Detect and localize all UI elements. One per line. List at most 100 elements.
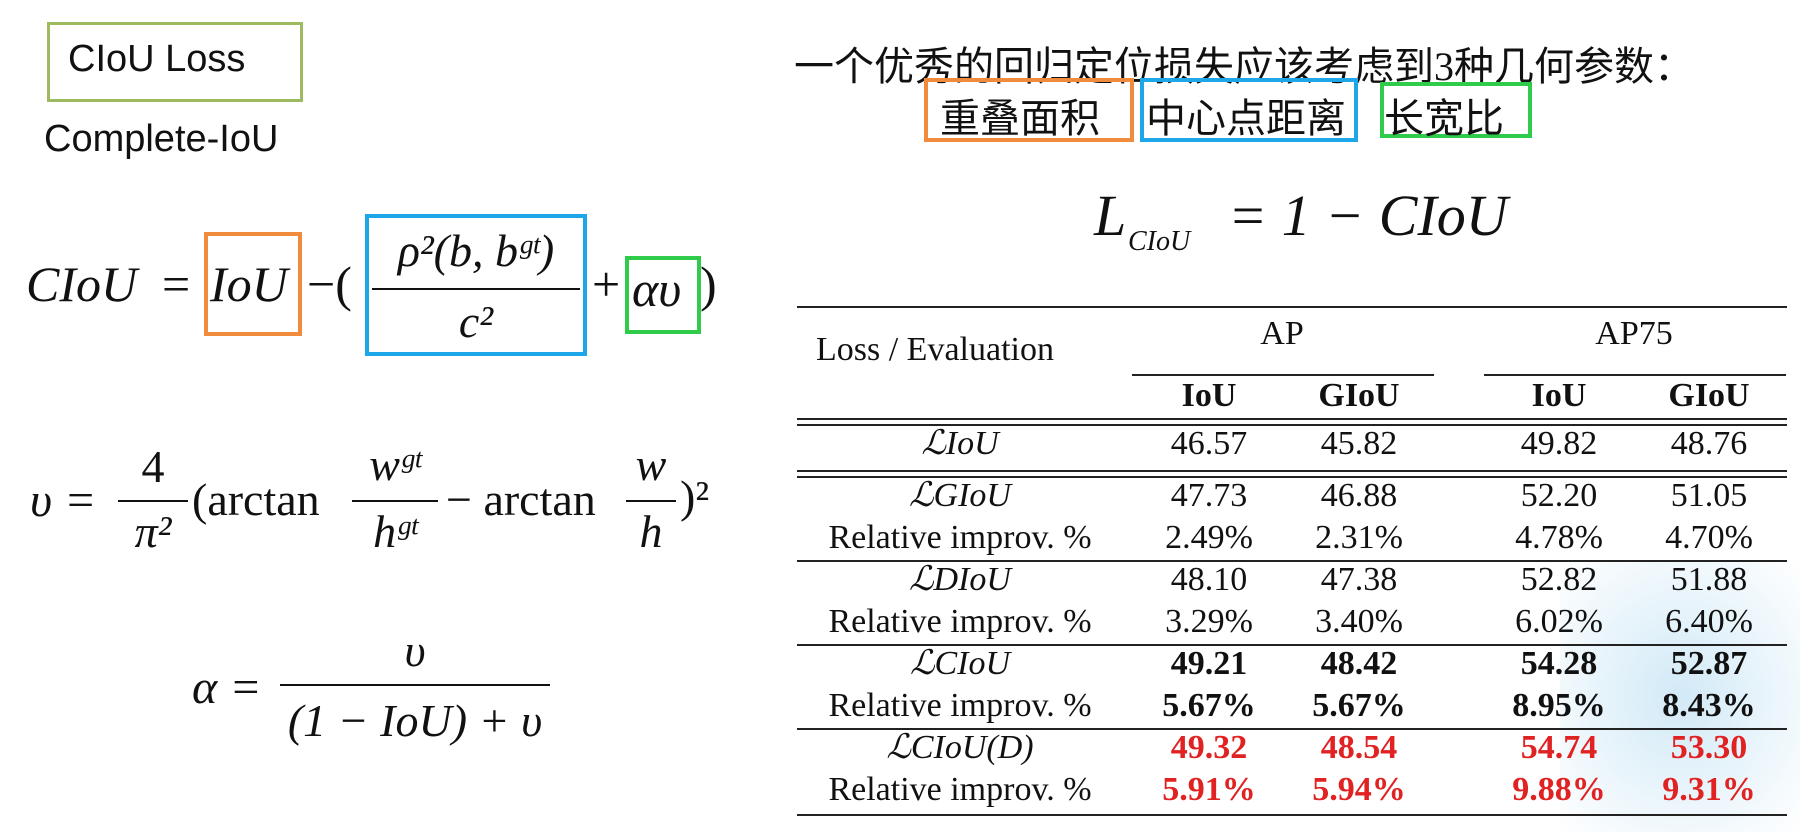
ratio-pred-denominator: h xyxy=(639,506,663,557)
ciou-eq: = xyxy=(162,256,191,312)
row-improv-label: Relative improv. % xyxy=(828,603,1092,640)
row-loss-label: ℒDIoU xyxy=(909,561,1011,598)
param-aspect: 长宽比 xyxy=(1384,96,1504,141)
header-loss-evaluation: Loss / Evaluation xyxy=(816,331,1054,368)
param-center-box xyxy=(1140,78,1358,142)
v-coef-denominator: π² xyxy=(134,506,172,557)
row-rule xyxy=(797,476,1787,478)
arctan-2: − arctan xyxy=(446,474,596,525)
header-rule-2 xyxy=(797,424,1787,426)
table-cell: 49.21 xyxy=(1170,645,1248,682)
ratio-gt-denominator: hᵍᵗ xyxy=(373,506,417,557)
table-cell: 45.82 xyxy=(1320,425,1398,462)
distance-term-box xyxy=(365,214,587,356)
row-rule xyxy=(797,470,1787,472)
table-cell: 52.82 xyxy=(1520,561,1598,598)
table-cell: 54.28 xyxy=(1520,645,1598,682)
table-cell: 47.38 xyxy=(1320,561,1398,598)
distance-denominator: c² xyxy=(458,296,494,347)
table-cell: 8.95% xyxy=(1512,687,1606,724)
param-overlap-box xyxy=(924,78,1134,142)
minus-open-paren: −( xyxy=(307,256,352,312)
distance-fraction-bar xyxy=(372,288,580,290)
v-coef-bar xyxy=(118,500,188,502)
background-glow xyxy=(1560,560,1800,832)
header-group-ap75: AP75 xyxy=(1595,315,1673,352)
table-cell: 49.82 xyxy=(1520,425,1598,462)
table-cell: 5.94% xyxy=(1312,771,1406,808)
plus-sign: + xyxy=(592,256,621,312)
row-improv-label: Relative improv. % xyxy=(828,519,1092,556)
ratio-pred-numerator: w xyxy=(635,439,667,490)
row-loss-label: ℒGIoU xyxy=(909,477,1011,514)
row-loss-label: ℒIoU xyxy=(921,425,999,462)
table-cell: 3.40% xyxy=(1315,603,1403,640)
table-cell: 4.70% xyxy=(1665,519,1753,556)
table-cell: 9.31% xyxy=(1662,771,1756,808)
v-coef-numerator: 4 xyxy=(141,441,165,492)
header-group-ap: AP xyxy=(1260,315,1304,352)
subheader-ap-giou: GIoU xyxy=(1318,377,1400,414)
loss-rhs: = 1 − CIoU xyxy=(1228,183,1508,248)
ciou-lhs: CIoU xyxy=(26,256,138,312)
table-cell: 48.76 xyxy=(1670,425,1748,462)
table-cell: 54.74 xyxy=(1520,729,1598,766)
table-bottom-rule xyxy=(797,814,1787,816)
aspect-term: αυ xyxy=(632,261,682,317)
table-cell: 47.73 xyxy=(1170,477,1248,514)
group-ap-rule xyxy=(1132,374,1434,376)
subheader-ap75-iou: IoU xyxy=(1531,377,1587,414)
header-rule-1 xyxy=(797,418,1787,420)
row-loss-label: ℒCIoU(D) xyxy=(886,729,1034,766)
row-rule xyxy=(797,560,1787,562)
table-cell: 2.49% xyxy=(1165,519,1253,556)
iou-term: IoU xyxy=(210,256,288,312)
table-cell: 48.54 xyxy=(1320,729,1398,766)
table-cell: 3.29% xyxy=(1165,603,1253,640)
arctan-1: (arctan xyxy=(192,474,320,525)
table-cell: 4.78% xyxy=(1515,519,1603,556)
ratio-gt-bar xyxy=(352,500,438,502)
table-cell: 6.02% xyxy=(1515,603,1603,640)
close-paren: ) xyxy=(700,256,717,312)
subheader-ap-iou: IoU xyxy=(1181,377,1237,414)
table-cell: 51.05 xyxy=(1670,477,1748,514)
row-improv-label: Relative improv. % xyxy=(828,687,1092,724)
table-cell: 53.30 xyxy=(1670,729,1748,766)
group-ap75-rule xyxy=(1484,374,1786,376)
row-improv-label: Relative improv. % xyxy=(828,771,1092,808)
table-top-rule xyxy=(797,306,1787,308)
table-cell: 8.43% xyxy=(1662,687,1756,724)
table-cell: 6.40% xyxy=(1665,603,1753,640)
loss-symbol: L xyxy=(1094,183,1127,248)
alpha-bar xyxy=(280,684,550,686)
slide-title: CIoU Loss xyxy=(68,38,246,80)
param-overlap: 重叠面积 xyxy=(940,96,1100,141)
alpha-denominator: (1 − IoU) + υ xyxy=(287,695,543,746)
alpha-numerator: υ xyxy=(404,625,426,676)
aspect-term-box xyxy=(625,256,701,334)
slide-subtitle: Complete-IoU xyxy=(44,118,279,160)
param-aspect-box xyxy=(1380,82,1532,138)
ratio-pred-bar xyxy=(626,500,676,502)
table-cell: 46.88 xyxy=(1320,477,1398,514)
table-cell: 5.91% xyxy=(1162,771,1256,808)
table-cell: 9.88% xyxy=(1512,771,1606,808)
v-lhs: υ = xyxy=(30,474,97,527)
table-cell: 48.42 xyxy=(1320,645,1398,682)
row-loss-label: ℒCIoU xyxy=(909,645,1011,682)
v-close-squared: )² xyxy=(680,471,710,522)
title-box xyxy=(47,22,303,102)
ratio-gt-numerator: wᵍᵗ xyxy=(369,439,421,490)
table-cell: 48.10 xyxy=(1170,561,1248,598)
table-cell: 52.20 xyxy=(1520,477,1598,514)
table-cell: 5.67% xyxy=(1162,687,1256,724)
row-rule xyxy=(797,644,1787,646)
distance-numerator: ρ²(b, bᵍᵗ) xyxy=(397,225,555,276)
subheader-ap75-giou: GIoU xyxy=(1668,377,1750,414)
table-cell: 46.57 xyxy=(1170,425,1248,462)
table-cell: 51.88 xyxy=(1670,561,1748,598)
table-cell: 5.67% xyxy=(1312,687,1406,724)
alpha-lhs: α = xyxy=(192,661,262,714)
table-cell: 2.31% xyxy=(1315,519,1403,556)
